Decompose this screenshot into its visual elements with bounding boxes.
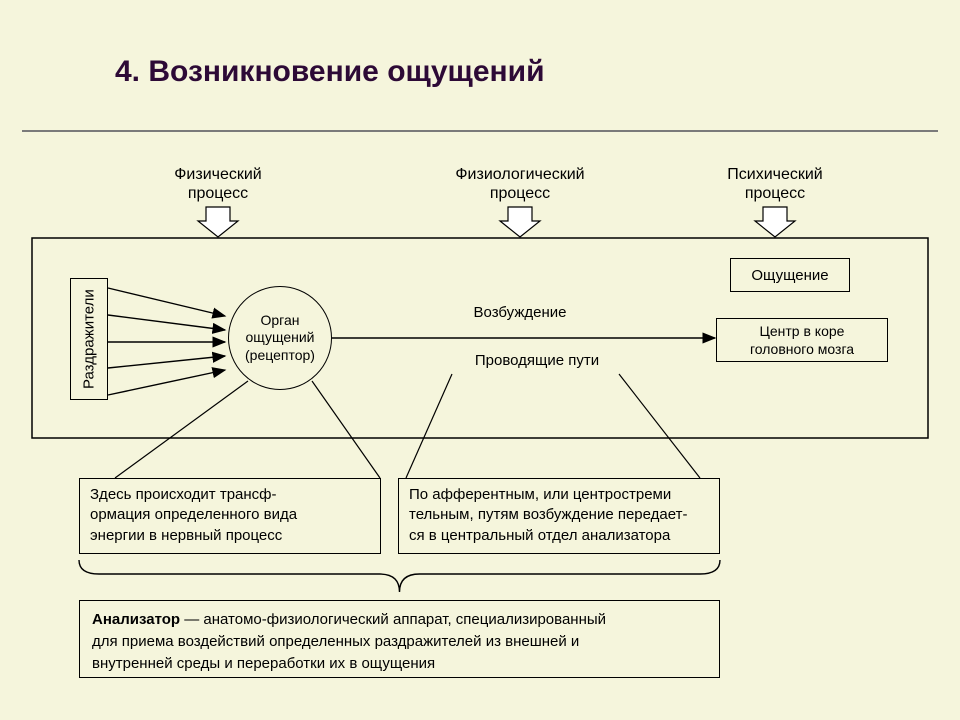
analyzer-definition-box: Анализатор — анатомо-физиологический апп…: [79, 600, 720, 678]
stimuli-box: Раздражители: [70, 278, 108, 400]
sensation-box: Ощущение: [730, 258, 850, 292]
pathways-label: Проводящие пути: [407, 352, 667, 369]
label-psychic-process: Психический процесс: [655, 165, 895, 203]
note-left-box: Здесь происходит трансф- ормация определ…: [79, 478, 381, 554]
slide-stage: 4. Возникновение ощущений Физический про…: [0, 0, 960, 720]
note-right-box: По афферентным, или центростреми тельным…: [398, 478, 720, 554]
label-physical-process: Физический процесс: [98, 165, 338, 203]
label-physiological-process: Физиологический процесс: [400, 165, 640, 203]
title-divider: [22, 130, 938, 132]
excitation-label: Возбуждение: [410, 304, 630, 321]
cortex-box: Центр в коре головного мозга: [716, 318, 888, 362]
receptor-circle: Орган ощущений (рецептор): [228, 286, 332, 390]
slide-title: 4. Возникновение ощущений: [115, 55, 545, 89]
